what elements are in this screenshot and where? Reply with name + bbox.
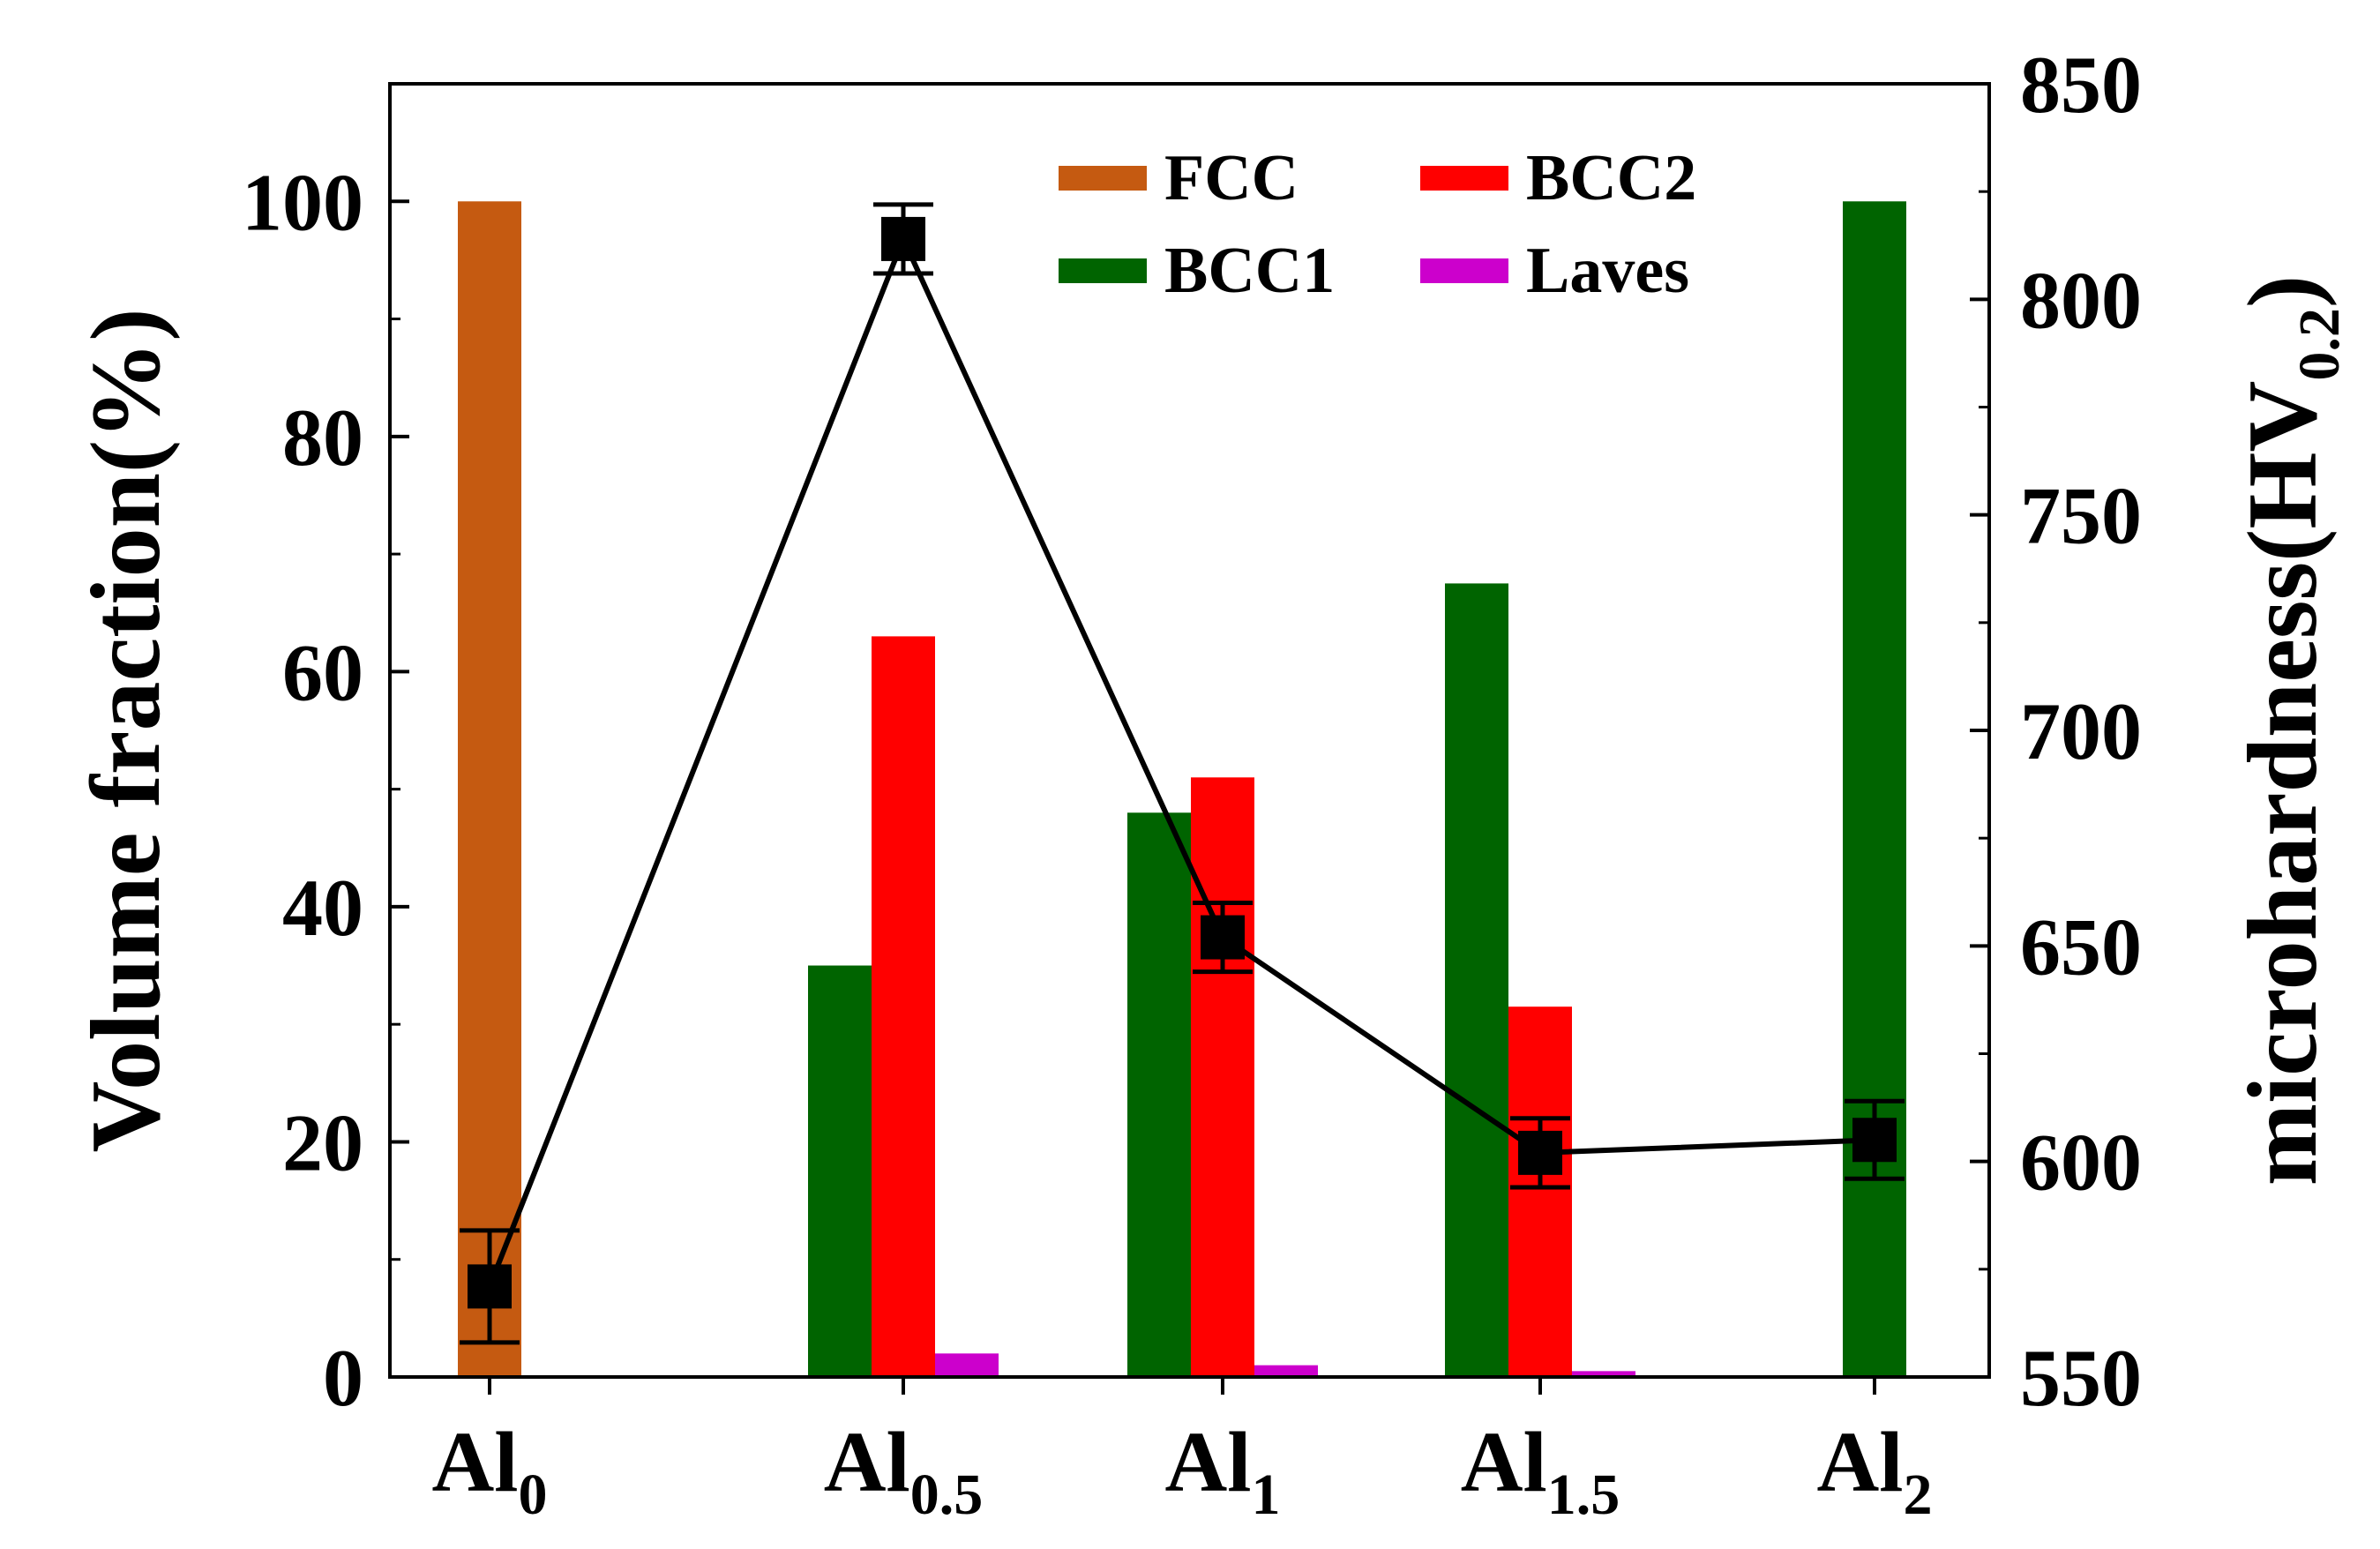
legend-label-bcc2: BCC2 bbox=[1526, 142, 1696, 214]
left-tick-label: 80 bbox=[282, 393, 363, 483]
right-tick-label: 550 bbox=[2020, 1333, 2142, 1423]
x-tick-label: Al0 bbox=[432, 1415, 548, 1527]
legend-label-laves: Laves bbox=[1526, 235, 1689, 307]
axis-titles: Volume fraction(%) microhardness(HV0.2) bbox=[71, 275, 2352, 1186]
bar-laves-2 bbox=[1254, 1365, 1318, 1377]
hardness-point-1 bbox=[881, 216, 925, 261]
right-tick-label: 800 bbox=[2020, 255, 2142, 345]
x-tick-label-base: Al bbox=[1817, 1415, 1904, 1510]
right-tick-label: 700 bbox=[2020, 686, 2142, 776]
hardness-point-3 bbox=[1518, 1130, 1562, 1175]
hardness-point-4 bbox=[1852, 1118, 1897, 1163]
right-tick-label: 600 bbox=[2020, 1118, 2142, 1208]
y-axis-right-title-label-close: ) bbox=[2228, 275, 2338, 308]
y-axis-right-title-label-sub: 0.2 bbox=[2287, 308, 2352, 381]
left-tick-label: 60 bbox=[282, 627, 363, 717]
bar-fcc-0 bbox=[458, 201, 521, 1378]
legend-label-bcc1: BCC1 bbox=[1164, 235, 1335, 307]
x-tick-label-sub: 1.5 bbox=[1547, 1463, 1620, 1527]
right-tick-label: 750 bbox=[2020, 471, 2142, 561]
left-tick-label: 100 bbox=[242, 157, 363, 247]
right-tick-label: 650 bbox=[2020, 902, 2142, 992]
x-tick-label-sub: 0.5 bbox=[910, 1463, 984, 1527]
bar-bcc1-2 bbox=[1127, 812, 1191, 1377]
x-tick-label-base: Al bbox=[432, 1415, 519, 1510]
bar-bcc2-1 bbox=[872, 636, 935, 1377]
x-tick-label-sub: 2 bbox=[1904, 1463, 1933, 1527]
legend-label-fcc: FCC bbox=[1164, 142, 1299, 214]
x-tick-label: Al2 bbox=[1817, 1415, 1933, 1527]
right-tick-label: 850 bbox=[2020, 40, 2142, 130]
hardness-point-0 bbox=[468, 1264, 512, 1309]
x-tick-label-base: Al bbox=[1461, 1415, 1547, 1510]
bar-bcc1-1 bbox=[808, 965, 872, 1377]
x-tick-label-sub: 0 bbox=[519, 1463, 548, 1527]
legend-swatch-laves bbox=[1420, 258, 1508, 283]
x-tick-label: Al0.5 bbox=[824, 1415, 984, 1527]
hardness-line-group bbox=[460, 202, 1905, 1345]
bar-laves-3 bbox=[1572, 1371, 1635, 1377]
y-axis-left-title: Volume fraction(%) bbox=[71, 308, 181, 1152]
left-tick-label: 20 bbox=[282, 1097, 363, 1187]
x-tick-label-sub: 1 bbox=[1252, 1463, 1281, 1527]
bars-group bbox=[458, 201, 1906, 1378]
legend-swatch-bcc1 bbox=[1059, 258, 1147, 283]
x-tick-label-base: Al bbox=[1165, 1415, 1252, 1510]
legend: FCC BCC1 BCC2 Laves bbox=[1059, 142, 1696, 307]
bar-bcc1-3 bbox=[1445, 583, 1508, 1377]
y-axis-right-title: microhardness(HV0.2) bbox=[2228, 275, 2352, 1186]
bar-bcc2-3 bbox=[1508, 1006, 1572, 1377]
left-tick-label: 40 bbox=[282, 863, 363, 953]
y-axis-right-title-label-main: microhardness(HV bbox=[2228, 381, 2338, 1186]
legend-swatch-fcc bbox=[1059, 166, 1147, 191]
x-tick-label: Al1.5 bbox=[1461, 1415, 1620, 1527]
legend-swatch-bcc2 bbox=[1420, 166, 1508, 191]
bar-bcc2-2 bbox=[1191, 777, 1254, 1377]
x-tick-label: Al1 bbox=[1165, 1415, 1281, 1527]
left-tick-label: 0 bbox=[323, 1333, 363, 1423]
bar-bcc1-4 bbox=[1843, 201, 1906, 1378]
x-tick-label-base: Al bbox=[824, 1415, 910, 1510]
hardness-point-2 bbox=[1201, 915, 1245, 960]
bar-laves-1 bbox=[935, 1353, 999, 1377]
